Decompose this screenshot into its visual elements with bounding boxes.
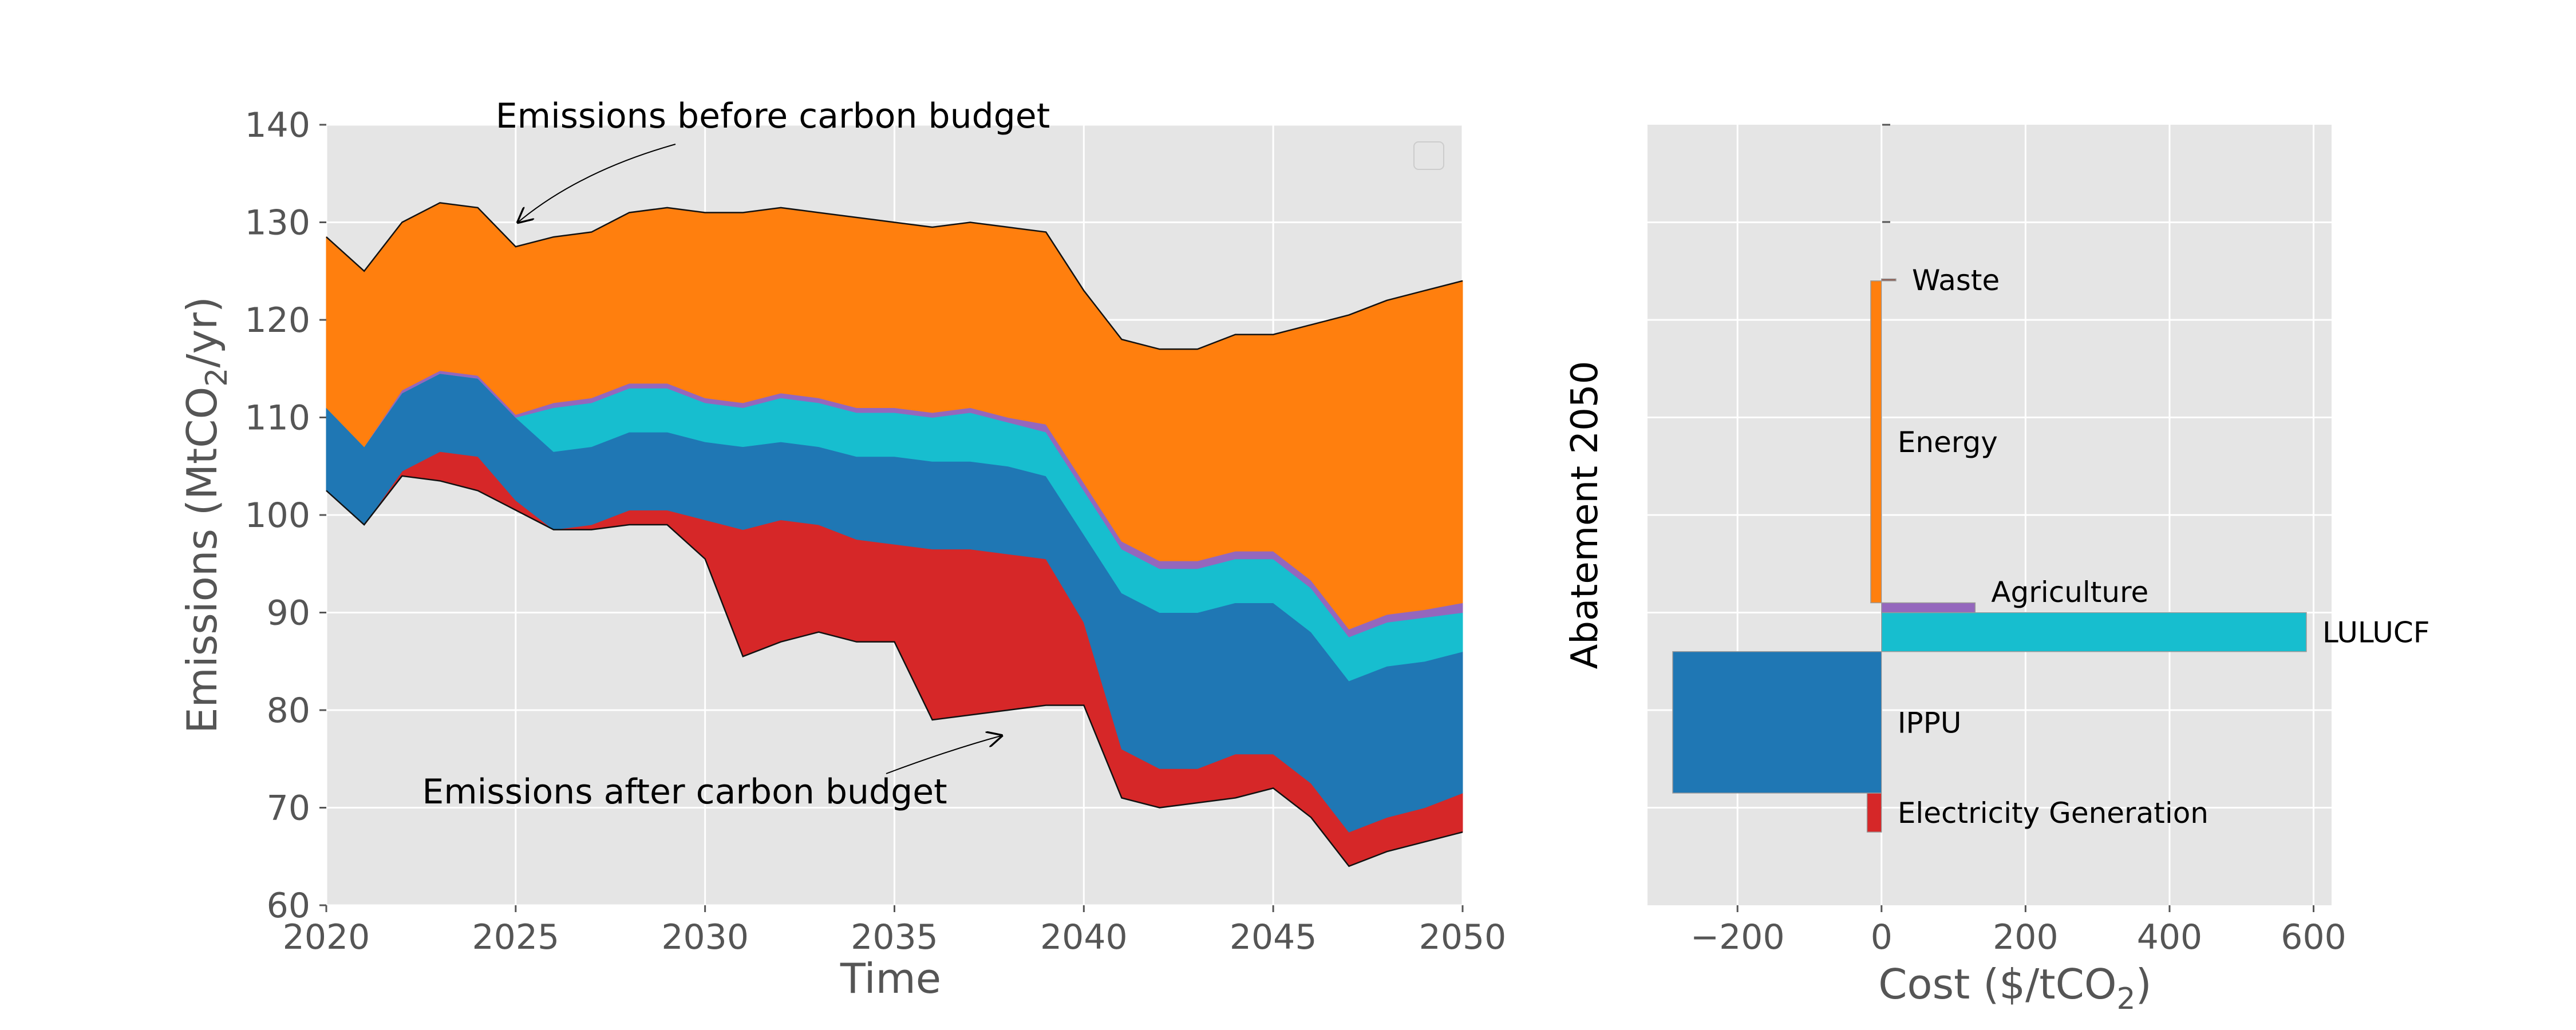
annotation-before: Emissions before carbon budget — [496, 96, 1050, 223]
annotation-before-text: Emissions before carbon budget — [496, 96, 1050, 136]
area-x-tick-label: 2025 — [472, 917, 559, 957]
area-y-tick-label: 120 — [244, 300, 310, 340]
empty-legend-box — [1413, 141, 1444, 170]
bar-label-waste: Waste — [1912, 264, 2000, 297]
area-x-ticks: 2020 2025 2030 2035 2040 2045 2050 — [283, 905, 1507, 957]
top-boundary-line — [326, 202, 1463, 350]
area-chart: 2020 2025 2030 2035 2040 2045 2050 60 70 80 90 100… — [178, 96, 1506, 1003]
area-y-tick-label: 90 — [267, 593, 310, 633]
annotation-after: Emissions after carbon budget — [422, 735, 1003, 812]
annotation-after-arrow — [886, 735, 1003, 774]
bar-x-tick-label: −200 — [1690, 917, 1785, 957]
bottom-boundary-line — [326, 475, 1463, 867]
bar-electricity-generation — [1866, 793, 1882, 833]
area-x-tick-label: 2035 — [851, 917, 938, 957]
bar-chart: Electricity Generation IPPU LULUCF Agricult… — [1564, 124, 2430, 1016]
bar-ippu — [1672, 651, 1882, 794]
area-y-tick-label: 80 — [267, 691, 310, 731]
area-x-axis-label: Time — [840, 954, 941, 1003]
bar-series: Electricity Generation IPPU LULUCF Agricult… — [1672, 264, 2430, 833]
bar-x-tick-label: 600 — [2281, 917, 2346, 957]
bar-x-tick-label: 200 — [1993, 917, 2059, 957]
bar-lulucf — [1881, 612, 2307, 652]
area-y-tick-label: 130 — [244, 203, 310, 243]
annotation-before-arrow — [517, 144, 676, 223]
area-x-tick-label: 2050 — [1419, 917, 1507, 957]
bar-x-axis-label: Cost ($/tCO2) — [1878, 960, 2151, 1016]
area-y-tick-label: 70 — [267, 789, 310, 829]
area-y-ticks: 60 70 80 90 100 110 120 130 140 — [244, 105, 326, 926]
bar-x-ticks: −200 0 200 400 600 — [1690, 905, 2346, 957]
area-x-tick-label: 2040 — [1040, 917, 1128, 957]
area-x-tick-label: 2045 — [1230, 917, 1317, 957]
bar-agriculture — [1881, 602, 1976, 613]
area-y-tick-label: 110 — [244, 398, 310, 438]
bar-label-energy: Energy — [1898, 426, 1998, 459]
area-y-axis-label: Emissions (MtCO2/yr) — [178, 296, 234, 734]
annotation-after-text: Emissions after carbon budget — [422, 772, 947, 812]
bar-label-ippu: IPPU — [1898, 706, 1962, 739]
bar-label-agriculture: Agriculture — [1991, 576, 2148, 609]
bar-x-tick-label: 0 — [1871, 917, 1893, 957]
bar-label-lulucf: LULUCF — [2322, 616, 2430, 649]
area-y-tick-label: 60 — [267, 886, 310, 926]
bar-x-tick-label: 400 — [2137, 917, 2203, 957]
area-boundaries — [326, 202, 1463, 867]
area-y-tick-label: 140 — [244, 105, 310, 145]
bar-y-ticks — [1882, 124, 1890, 223]
bar-waste — [1881, 278, 1897, 282]
bar-energy — [1870, 280, 1882, 604]
area-y-tick-label: 100 — [244, 496, 310, 536]
area-x-tick-label: 2030 — [661, 917, 749, 957]
bar-label-electricity-generation: Electricity Generation — [1898, 797, 2208, 830]
area-x-tick-label: 2020 — [283, 917, 370, 957]
bar-y-axis-label: Abatement 2050 — [1564, 361, 1606, 670]
